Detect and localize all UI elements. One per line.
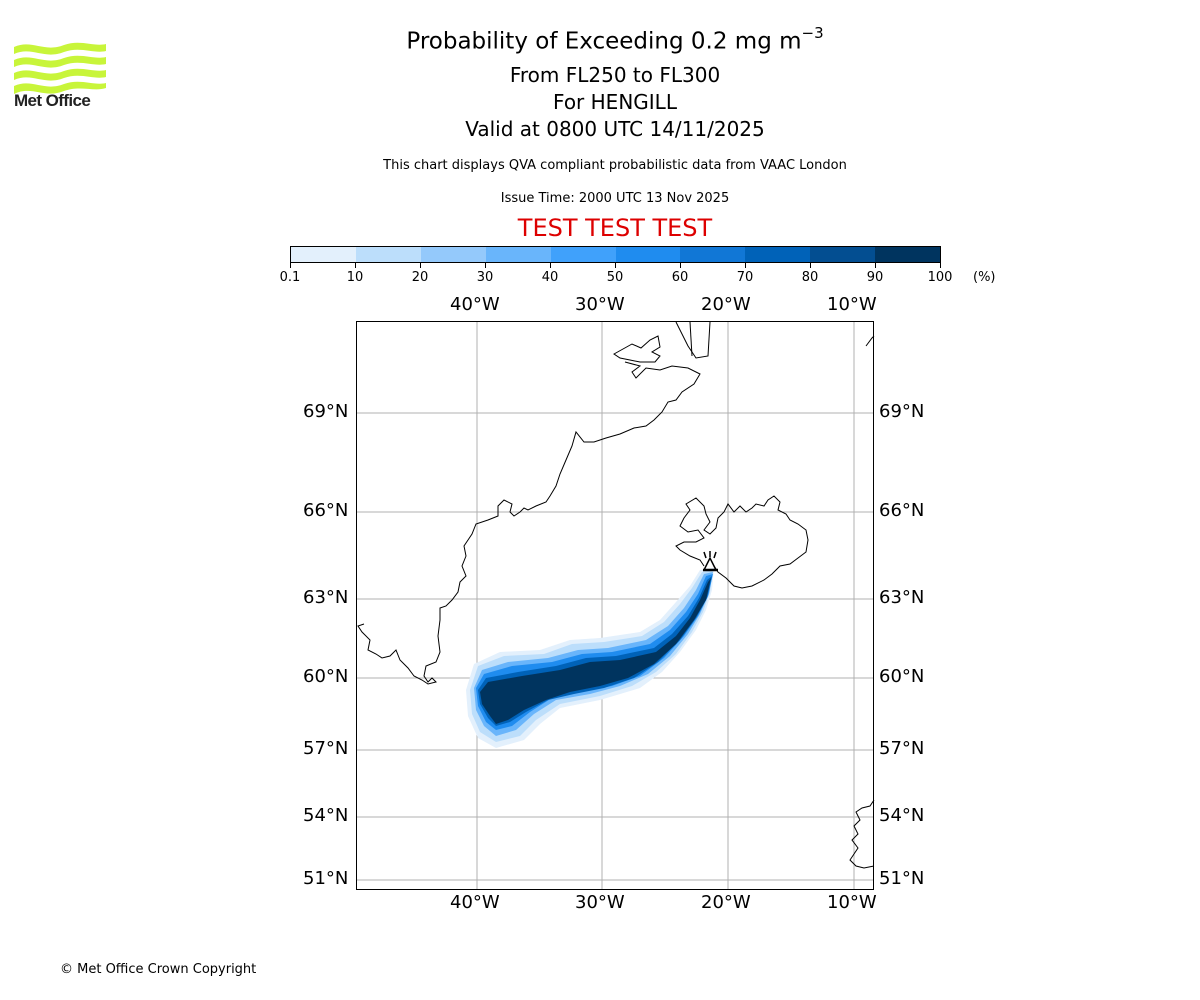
colorbar-tick-label: 100 [927,270,953,285]
colorbar-segment [291,247,356,262]
colorbar-segment [355,247,421,262]
title-text: Probability of Exceeding 0.2 mg m [406,28,802,55]
volcano-subtitle: For HENGILL [553,90,677,114]
colorbar-tick [810,263,811,268]
colorbar-tick [420,263,421,268]
lat-tick-label-right: 51°N [879,868,925,889]
colorbar-tick-label: 80 [801,270,819,285]
colorbar-tick [615,263,616,268]
colorbar-tick [680,263,681,268]
colorbar-tick-label: 70 [736,270,754,285]
lat-tick-label-left: 66°N [303,500,349,521]
colorbar-unit: (%) [973,270,996,285]
test-banner: TEST TEST TEST [517,214,713,242]
copyright: © Met Office Crown Copyright [60,962,257,977]
disclaimer-text: This chart displays QVA compliant probab… [383,158,847,173]
colorbar-segment [420,247,486,262]
lat-tick-label-right: 57°N [879,738,925,759]
coastline-iceland [675,495,809,589]
chart-title: Probability of Exceeding 0.2 mg m−3 [0,24,1200,55]
colorbar-tick [290,263,291,268]
colorbar-segment [550,247,616,262]
lat-tick-label-left: 54°N [303,805,349,826]
coastline-svalbard-edge [865,335,875,347]
lat-tick-label-right: 63°N [879,587,925,608]
ash-plume [466,568,714,748]
met-office-logo [14,42,106,94]
colorbar-segment [615,247,681,262]
gridlines [356,321,874,890]
map-frame [356,321,874,890]
lon-tick-label-top: 10°W [827,294,877,315]
lat-tick-label-left: 69°N [303,401,349,422]
coastline-greenland-north-inlet [689,321,693,357]
colorbar-tick-label: 60 [671,270,689,285]
lat-tick-label-right: 69°N [879,401,925,422]
title-superscript: −3 [801,24,824,42]
colorbar-tick [485,263,486,268]
colorbar-tick [940,263,941,268]
colorbar-segment [680,247,746,262]
logo-waves-icon [14,42,106,94]
colorbar-tick-label: 30 [476,270,494,285]
colorbar-segment [810,247,876,262]
colorbar-tick [550,263,551,268]
colorbar-tick-label: 10 [346,270,364,285]
lat-tick-label-right: 60°N [879,666,925,687]
colorbar-tick [745,263,746,268]
colorbar-segment [875,247,941,262]
lat-tick-label-right: 54°N [879,805,925,826]
plume-probability-band [480,578,711,724]
valid-time-subtitle: Valid at 0800 UTC 14/11/2025 [465,117,765,141]
colorbar-tick [355,263,356,268]
colorbar-tick-label: 0.1 [279,270,301,285]
issue-time: Issue Time: 2000 UTC 13 Nov 2025 [500,191,730,206]
coastline-ireland [849,799,875,869]
coastlines [357,321,875,869]
colorbar-tick-label: 20 [411,270,429,285]
colorbar-segment [485,247,551,262]
colorbar-tick-label: 90 [866,270,884,285]
lat-tick-label-left: 63°N [303,587,349,608]
lon-tick-label-bottom: 30°W [575,892,625,913]
volcano-marker-icon [702,551,718,572]
coastline-greenland-north [675,321,711,359]
lat-tick-label-left: 60°N [303,666,349,687]
lon-tick-label-top: 20°W [701,294,751,315]
colorbar-tick-label: 50 [606,270,624,285]
lat-tick-label-left: 51°N [303,868,349,889]
lon-tick-label-top: 40°W [450,294,500,315]
colorbar [290,246,941,263]
colorbar-tick-label: 40 [541,270,559,285]
lon-tick-label-top: 30°W [575,294,625,315]
lon-tick-label-bottom: 10°W [827,892,877,913]
coastline-greenland [357,335,701,685]
flight-level-subtitle: From FL250 to FL300 [509,63,721,87]
lon-tick-label-bottom: 40°W [450,892,500,913]
lon-tick-label-bottom: 20°W [701,892,751,913]
lat-tick-label-right: 66°N [879,500,925,521]
logo-text: Met Office [14,91,91,110]
colorbar-segment [745,247,811,262]
lat-tick-label-left: 57°N [303,738,349,759]
colorbar-tick [875,263,876,268]
